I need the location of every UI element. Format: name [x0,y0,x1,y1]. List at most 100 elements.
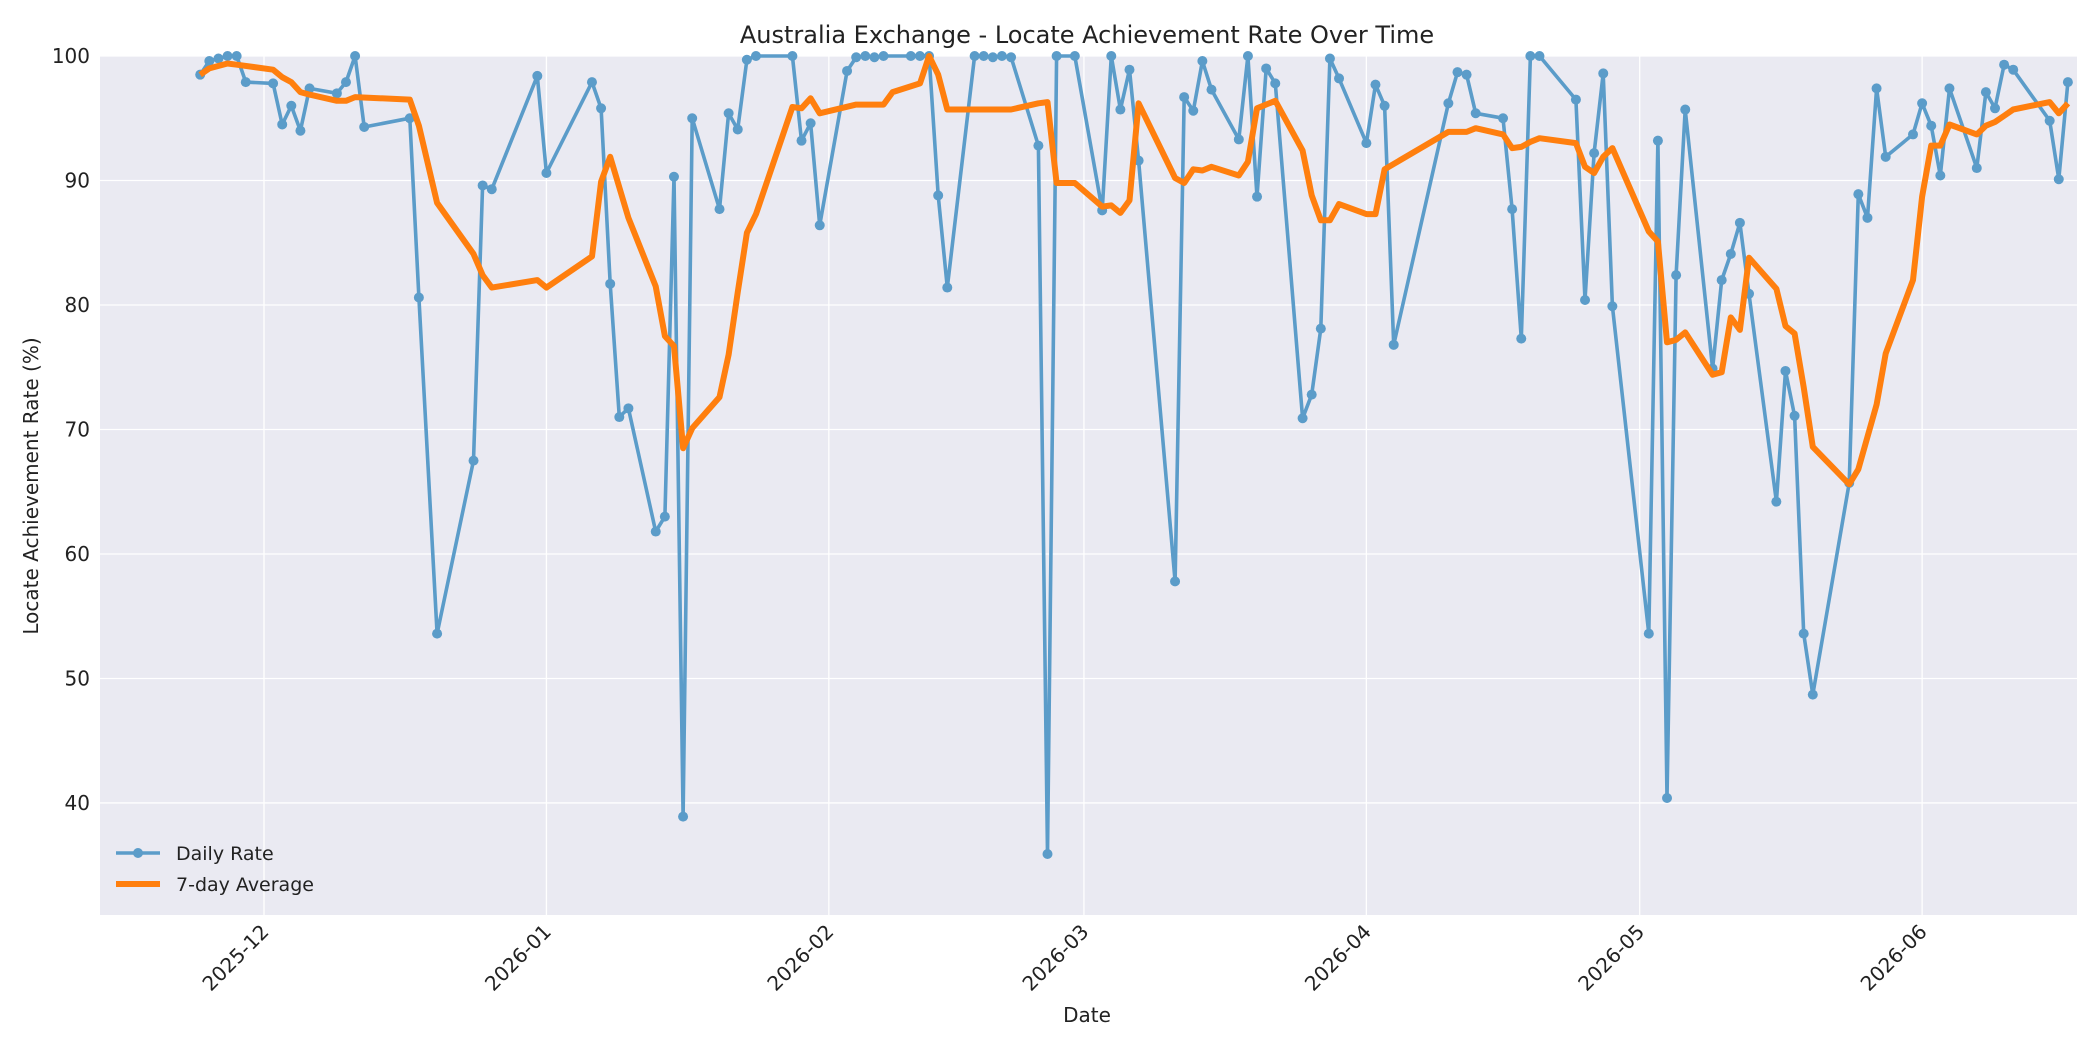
daily-rate-point [1807,689,1818,700]
plot-area [100,56,2077,915]
daily-rate-point [1206,84,1217,95]
daily-rate-point [277,119,288,130]
daily-rate-point [942,282,953,293]
daily-rate-point [532,70,543,81]
daily-rate-point [1789,410,1800,421]
daily-rate-point [1525,51,1536,61]
daily-rate-point [1498,113,1509,124]
daily-rate-point [805,118,816,129]
daily-rate-point [222,51,233,61]
daily-rate-point [1324,53,1335,64]
legend: Daily Rate 7-day Average [116,843,314,896]
daily-rate-point [1197,55,1208,66]
daily-rate-point [605,278,616,289]
y-tick-label: 70 [65,417,90,441]
daily-rate-point [1006,52,1017,63]
daily-rate-point [1306,389,1317,400]
daily-rate-point [668,171,679,182]
daily-rate-point [1926,120,1937,131]
legend-daily-marker [133,848,143,858]
daily-rate-point [432,628,443,639]
daily-rate-point [1880,151,1891,162]
daily-rate-point [1570,94,1581,105]
daily-rate-point [1607,301,1618,312]
daily-rate-line [198,54,2070,856]
daily-rate-point [1106,51,1117,61]
y-tick-label: 50 [65,666,90,690]
daily-rate-point [2062,77,2073,88]
daily-rate-point [905,51,916,61]
daily-rate-point [1999,59,2010,70]
daily-rate-point [1935,170,1946,181]
daily-rate-point [413,292,424,303]
daily-rate-point [1261,63,1272,74]
daily-rate-point [678,811,689,822]
daily-rate-point [1652,135,1663,146]
daily-rate-point [1871,83,1882,94]
series-7-day-average [198,53,2071,488]
daily-rate-point [933,190,944,201]
daily-rate-point [1470,108,1481,119]
daily-rate-point [1990,103,2001,114]
daily-rate-point [331,88,342,99]
daily-rate-point [1379,100,1390,111]
daily-rate-point [1443,98,1454,109]
daily-rate-point [1507,204,1518,215]
daily-rate-point [1315,323,1326,334]
daily-rate-point [1370,79,1381,90]
daily-rate-point [468,455,479,466]
daily-rate-point [1680,104,1691,115]
y-tick-label: 80 [65,293,90,317]
daily-rate-point [1270,78,1281,89]
daily-rate-point [687,113,698,124]
daily-rate-point [2044,115,2055,126]
daily-rate-point [359,121,370,132]
daily-rate-point [987,52,998,63]
daily-rate-point [1798,628,1809,639]
daily-rate-point [659,511,670,522]
y-axis-label: Locate Achievement Rate (%) [19,337,43,634]
y-tick-label: 100 [52,44,90,68]
daily-rate-point [1233,134,1244,145]
daily-rate-point [295,125,306,136]
daily-rate-point [914,51,925,61]
daily-rate-point [596,103,607,114]
y-axis-ticks: 40 50 60 70 80 90 100 [52,44,90,815]
daily-rate-point [1069,51,1080,61]
daily-rate-point [1170,576,1181,587]
daily-rate-point [1662,792,1673,803]
y-tick-label: 90 [65,168,90,192]
daily-rate-point [1589,148,1600,159]
daily-rate-point [996,51,1007,61]
daily-rate-point [842,65,853,76]
daily-rate-point [1534,51,1545,61]
daily-rate-point [586,77,597,88]
daily-rate-point [213,53,224,64]
daily-rate-point [1917,98,1928,109]
daily-rate-point [623,403,634,414]
daily-rate-point [268,78,279,89]
daily-rate-point [1252,191,1263,202]
daily-rate-point [650,526,661,537]
daily-rate-point [1334,73,1345,84]
daily-rate-point [204,55,215,66]
daily-rate-point [851,52,862,63]
legend-label-daily: Daily Rate [176,843,274,865]
daily-rate-point [878,51,889,61]
daily-rate-point [1971,163,1982,174]
daily-rate-point [741,54,752,65]
daily-rate-point [723,108,734,119]
daily-rate-point [1734,217,1745,228]
daily-rate-point [240,77,251,88]
daily-rate-point [1179,92,1190,103]
daily-rate-point [1862,212,1873,223]
daily-rate-point [1771,496,1782,507]
daily-rate-point [1242,51,1253,61]
grid-lines [100,55,2077,915]
daily-rate-point [1980,87,1991,98]
daily-rate-point [1643,628,1654,639]
daily-rate-point [1461,69,1472,80]
daily-rate-point [1944,83,1955,94]
legend-label-average: 7-day Average [176,874,314,896]
